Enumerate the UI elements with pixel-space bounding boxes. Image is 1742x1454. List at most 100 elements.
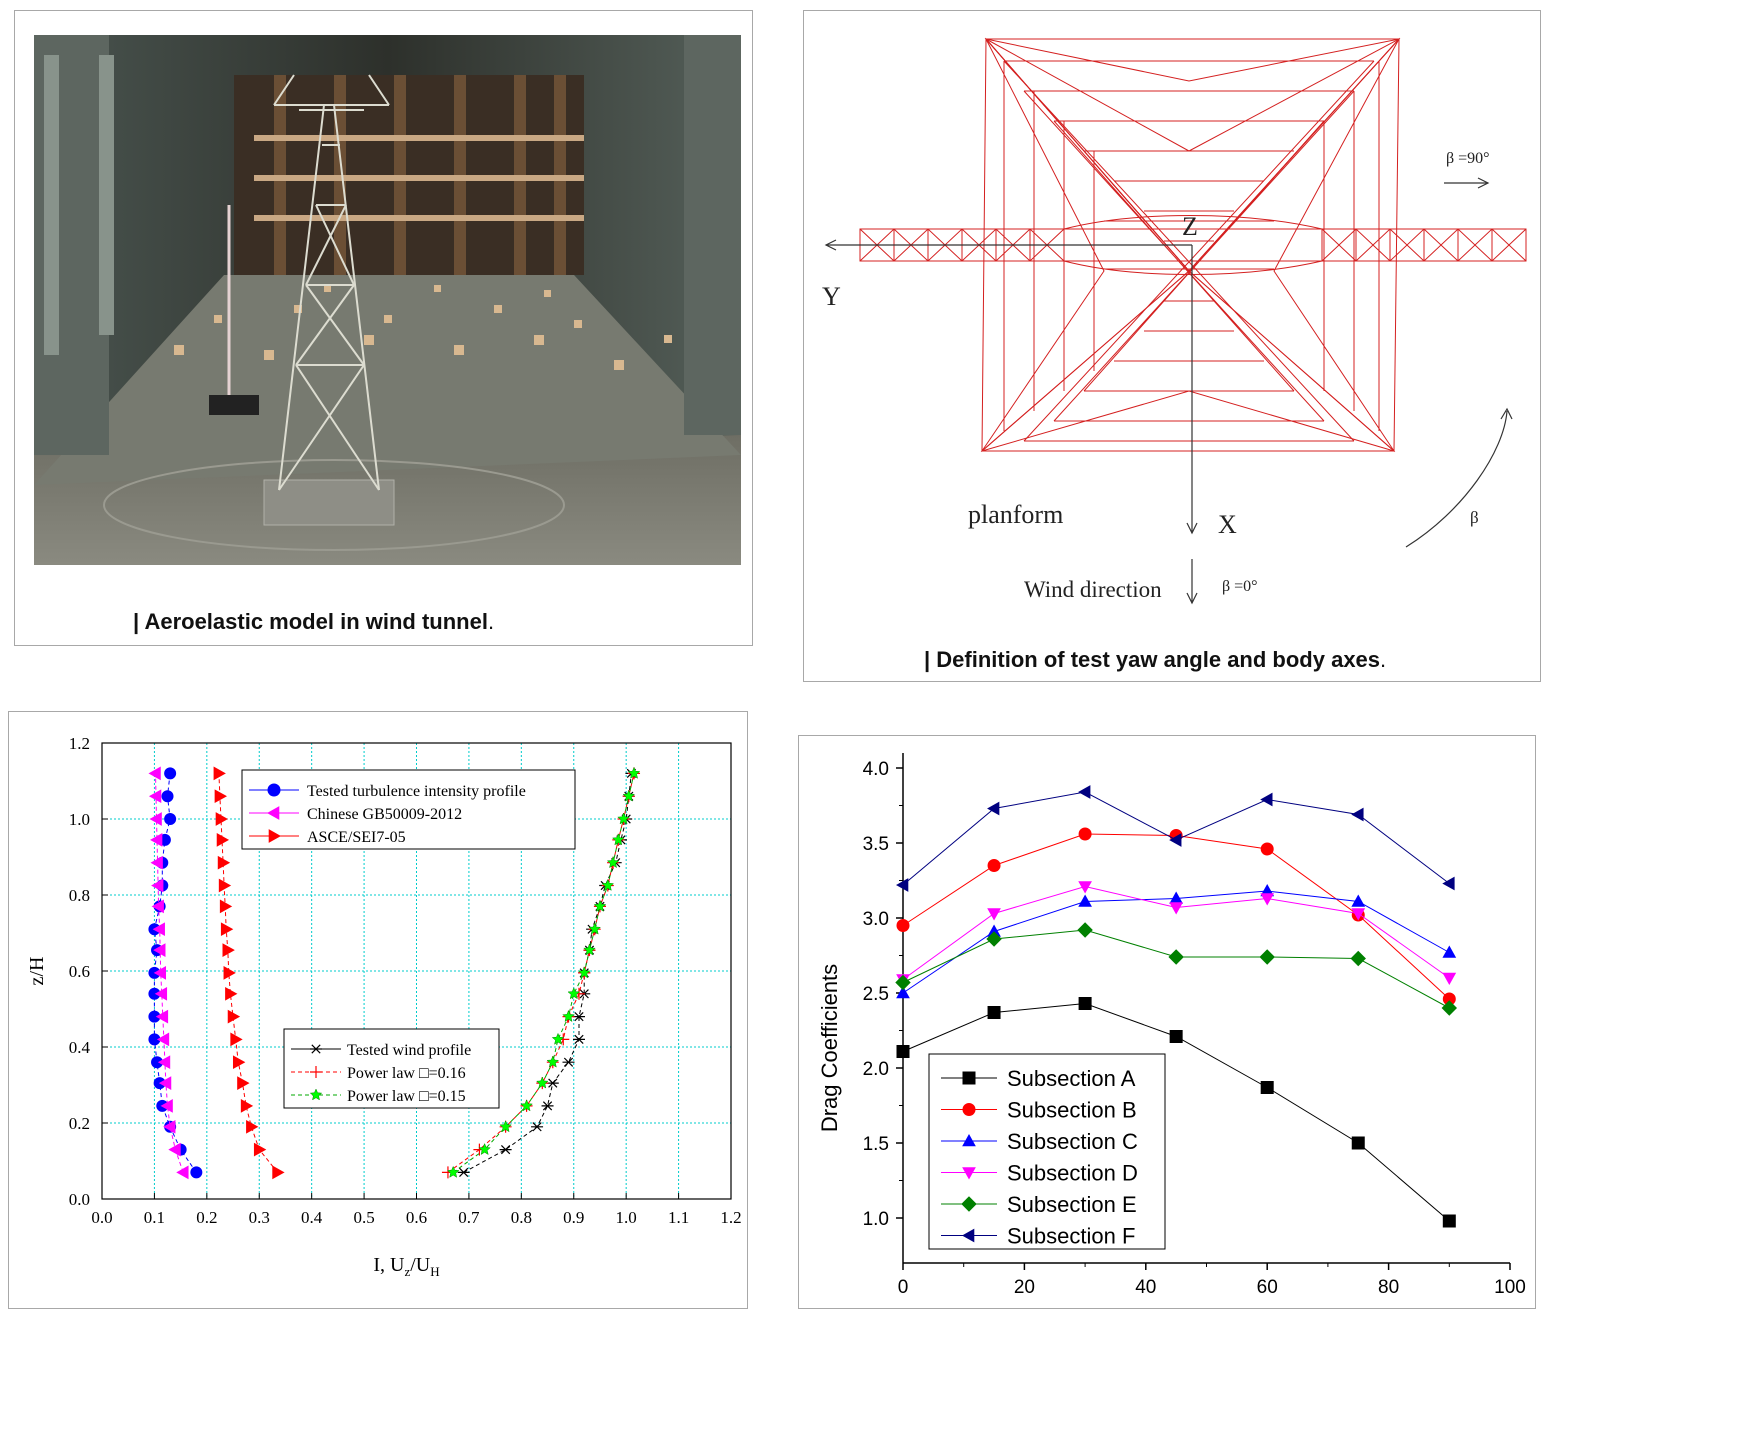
legend-marker: [962, 1167, 976, 1180]
legend-label: Subsection E: [1007, 1192, 1137, 1217]
legend-box: [928, 1053, 1166, 1250]
data-point: [157, 1055, 171, 1070]
y-tick-label: 3.5: [863, 834, 889, 855]
y-tick-label: 1.0: [69, 810, 90, 829]
data-point: [622, 789, 636, 802]
data-point: [562, 1057, 575, 1067]
data-point: [1169, 1030, 1183, 1043]
photo-panel: | Aeroelastic model in wind tunnel.: [14, 10, 753, 646]
data-point: [168, 1142, 181, 1157]
data-point: [896, 1045, 910, 1058]
data-point: [164, 767, 177, 780]
series-line: [902, 929, 1450, 1009]
data-point: [562, 1009, 575, 1023]
x-tick-label: 80: [1378, 1277, 1399, 1298]
data-point: [541, 1101, 554, 1111]
data-point: [531, 1122, 544, 1132]
wind-profile-panel: 0.0 0.1 0.2 0.3 0.4 0.5 0.6 0.7 0.8 0.9 1.0 1.1 1.2 0…: [8, 711, 748, 1309]
legend-bottom: Tested wind profile Power law □=0.16 Power…: [283, 1028, 500, 1109]
data-point: [158, 1076, 172, 1090]
data-point: [225, 986, 238, 1001]
caption-text: Definition of test yaw angle and body ax…: [936, 647, 1381, 672]
legend-marker: [310, 1066, 322, 1078]
x-tick-label: 1.2: [720, 1208, 741, 1227]
x-tick-label: 0.1: [144, 1208, 165, 1227]
data-point: [216, 833, 230, 847]
data-point: [987, 1006, 1001, 1019]
data-point: [446, 1165, 460, 1178]
plot-area: 0.0 0.1 0.2 0.3 0.4 0.5 0.6 0.7 0.8 0.9 1.0 1.1 1.2 0…: [26, 734, 742, 1279]
data-point: [214, 789, 227, 804]
y-tick-label: 2.5: [863, 984, 889, 1005]
data-point: [1442, 972, 1457, 986]
data-point: [546, 1055, 560, 1068]
legend-label: Tested wind profile: [347, 1042, 471, 1059]
legend-top: Tested turbulence intensity profile Chine…: [241, 769, 576, 850]
data-point: [588, 922, 602, 935]
data-point: [150, 855, 163, 870]
y-tick-label: 0.4: [69, 1038, 91, 1057]
plot-area: 0 20 40 60 80 100 1.0 1.5 2.0 2.5 3.0 3.5 4.0 Drag Co…: [817, 753, 1526, 1298]
data-point: [895, 974, 911, 991]
data-point: [190, 1166, 203, 1179]
data-point: [567, 987, 581, 1000]
caption-period: .: [1380, 647, 1387, 672]
data-point: [1350, 950, 1366, 967]
data-point: [1259, 949, 1275, 965]
data-point: [499, 1120, 512, 1133]
data-point: [237, 1076, 250, 1090]
legend-label: Subsection D: [1007, 1161, 1138, 1186]
y-axis-label: z/H: [26, 957, 48, 986]
data-point: [551, 1032, 565, 1045]
data-point: [499, 1144, 512, 1155]
series-line: [902, 833, 1450, 1000]
wind-direction-label: Wind direction: [1024, 577, 1162, 602]
x-axis-label: X: [1218, 510, 1237, 539]
data-point: [219, 899, 233, 914]
legend-label: Power law □=0.16: [347, 1065, 466, 1082]
beta-label: β: [1470, 508, 1479, 527]
data-point: [151, 878, 164, 893]
y-tick-label: 4.0: [863, 759, 889, 780]
legend-marker: [962, 1103, 976, 1116]
drag-coefficients-panel: 0 20 40 60 80 100 1.0 1.5 2.0 2.5 3.0 3.5 4.0 Drag Co…: [798, 735, 1536, 1309]
x-tick-label: 1.1: [668, 1208, 689, 1227]
caption-text: Aeroelastic model in wind tunnel: [144, 609, 488, 634]
data-point: [1169, 902, 1183, 915]
data-point: [155, 1009, 169, 1024]
x-tick-label: 40: [1135, 1277, 1156, 1298]
data-point: [272, 1165, 285, 1180]
data-point: [1078, 881, 1092, 894]
x-tick-label: 0.5: [353, 1208, 374, 1227]
tower-planform-diagram: Z Y X planform Wind direction β =0° β =9…: [822, 37, 1527, 605]
data-point: [227, 1009, 241, 1024]
data-point: [1351, 894, 1366, 907]
y-tick-label: 3.0: [863, 909, 889, 930]
x-tick-label: 0.8: [511, 1208, 532, 1227]
data-point: [217, 855, 231, 870]
x-tick-label: 0.9: [563, 1208, 584, 1227]
data-point: [1260, 893, 1275, 906]
series-subsection-c: [896, 883, 1457, 999]
data-point: [1351, 807, 1364, 822]
caption-bar: |: [133, 609, 140, 634]
caption-period: .: [487, 609, 495, 634]
data-point: [223, 966, 236, 980]
data-point: [1168, 949, 1184, 965]
legend-label: Chinese GB50009-2012: [307, 806, 462, 823]
legend-label: Subsection B: [1007, 1098, 1137, 1123]
series-asce-sei7-05: [213, 766, 285, 1180]
data-point: [583, 943, 596, 956]
x-tick-label: 0.6: [406, 1208, 427, 1227]
x-axis-label: I, Uz/UH: [373, 1254, 439, 1279]
data-point: [535, 1076, 549, 1089]
legend-label: Subsection C: [1007, 1129, 1138, 1154]
series-subsection-e: [895, 922, 1458, 1016]
data-point: [986, 931, 1002, 947]
series-subsection-a: [896, 997, 1456, 1228]
data-point: [478, 1142, 491, 1156]
data-point: [253, 1142, 267, 1157]
data-point: [213, 766, 226, 781]
data-point: [176, 1165, 189, 1180]
data-point: [896, 919, 910, 932]
